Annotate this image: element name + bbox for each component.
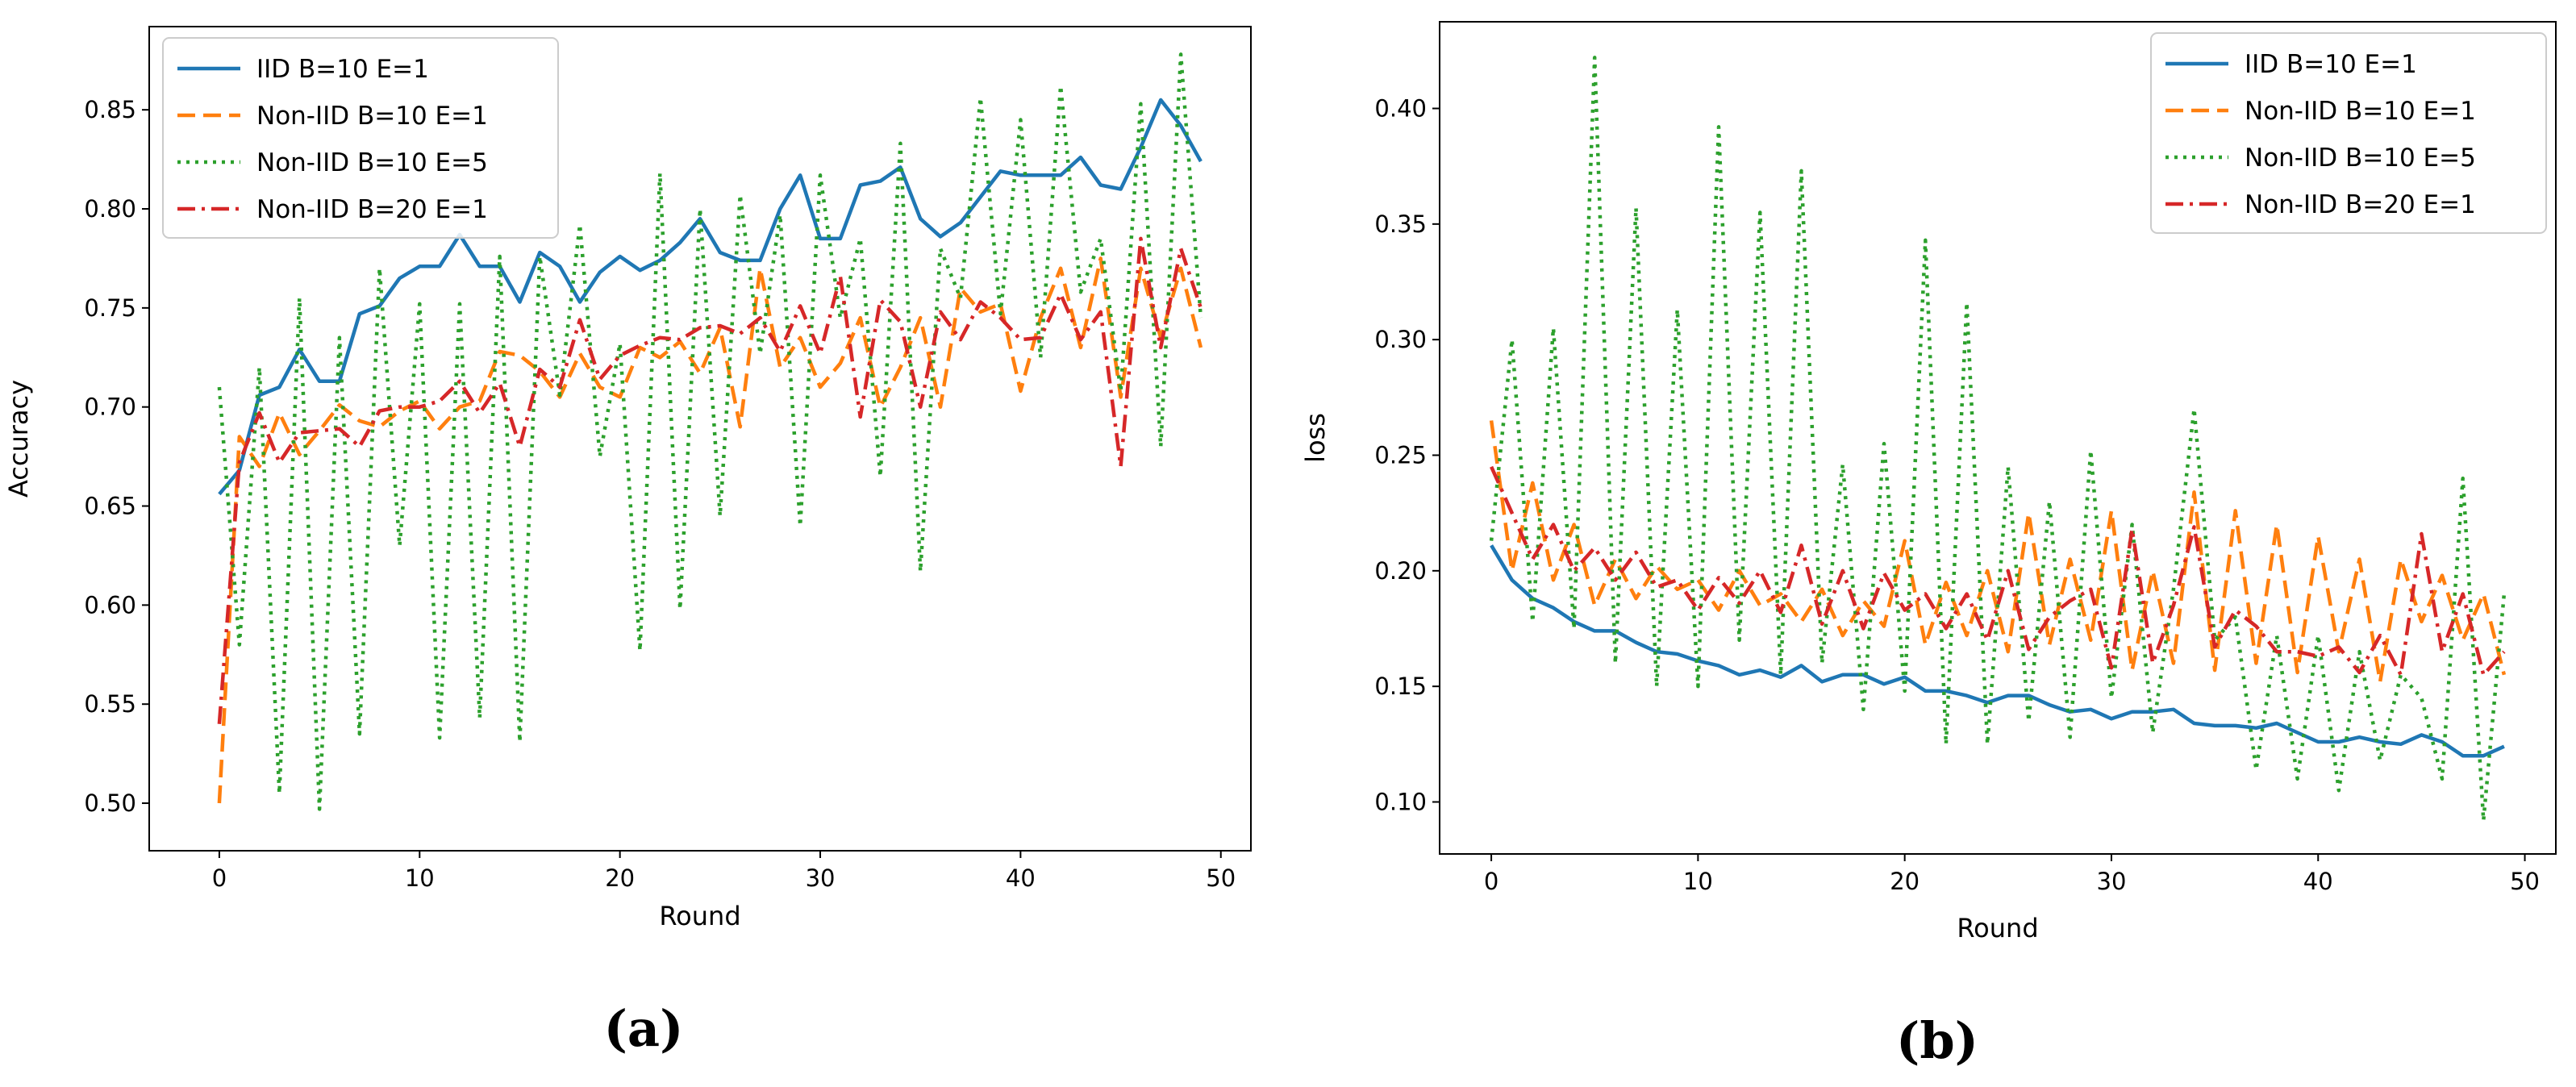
y-tick-label: 0.75 xyxy=(84,294,136,322)
legend-box xyxy=(162,37,559,239)
x-tick-label: 10 xyxy=(1683,868,1713,895)
x-tick-label: 50 xyxy=(1206,864,1236,892)
legend-entry: IID B=10 E=1 xyxy=(256,55,429,84)
legend-entry: Non-IID B=10 E=1 xyxy=(2245,97,2476,126)
series-group xyxy=(217,52,1203,811)
series-line xyxy=(1490,465,2506,677)
series-line xyxy=(217,256,1203,804)
series-line xyxy=(1489,56,2507,823)
loss-chart: 0 10 20 30 40 50 0.10 0.15 0.20 0.25 0.30 0.35 0.40 R… xyxy=(1300,21,2557,943)
x-tick-label: 50 xyxy=(2510,868,2540,895)
y-axis-label: Accuracy xyxy=(3,380,34,498)
y-tick-label: 0.65 xyxy=(84,493,136,520)
legend-entry: Non-IID B=10 E=1 xyxy=(256,102,488,131)
y-tick-label: 0.30 xyxy=(1374,326,1427,353)
x-tick-label: 10 xyxy=(405,864,435,892)
x-tick-label: 30 xyxy=(2097,868,2127,895)
legend-entry: Non-IID B=20 E=1 xyxy=(256,195,488,224)
y-tick-label: 0.80 xyxy=(84,195,136,223)
y-tick-label: 0.40 xyxy=(1374,95,1427,123)
x-tick-label: 40 xyxy=(2303,868,2333,895)
y-tick-label: 0.70 xyxy=(84,394,136,421)
caption-b: (b) xyxy=(1896,1011,1978,1070)
legend-entry: Non-IID B=20 E=1 xyxy=(2245,190,2476,219)
x-axis-label: Round xyxy=(659,901,740,931)
legend-entry: Non-IID B=10 E=5 xyxy=(2245,144,2476,173)
x-tick-label: 20 xyxy=(605,864,635,892)
series-group xyxy=(1489,56,2507,823)
series-line xyxy=(1490,544,2505,758)
legend-entry: IID B=10 E=1 xyxy=(2245,50,2417,79)
plot-frame xyxy=(148,26,1252,852)
legend: IID B=10 E=1 Non-IID B=10 E=1 Non-IID B=10… xyxy=(2150,32,2547,234)
series-line xyxy=(1489,420,2507,684)
y-tick-label: 0.10 xyxy=(1374,789,1427,816)
series-line xyxy=(217,52,1203,811)
y-tick-label: 0.35 xyxy=(1374,210,1427,238)
caption-a: (a) xyxy=(604,999,684,1058)
y-tick-label: 0.60 xyxy=(84,591,136,618)
series-line xyxy=(217,236,1203,724)
y-axis-label: loss xyxy=(1300,413,1331,463)
y-tick-label: 0.55 xyxy=(84,690,136,718)
plot-frame xyxy=(1439,21,2557,855)
x-tick-label: 0 xyxy=(1484,868,1498,895)
x-tick-label: 40 xyxy=(1006,864,1036,892)
x-tick-label: 20 xyxy=(1890,868,1919,895)
y-tick-label: 0.20 xyxy=(1374,557,1427,585)
y-tick-label: 0.25 xyxy=(1374,442,1427,469)
legend-entry: Non-IID B=10 E=5 xyxy=(256,148,488,177)
x-tick-label: 30 xyxy=(806,864,836,892)
x-axis-label: Round xyxy=(1957,913,2038,943)
legend-box xyxy=(2150,32,2547,234)
accuracy-chart: 0 10 20 30 40 50 0.50 0.55 0.60 0.65 0.70 0.75 0.80 0… xyxy=(3,26,1252,931)
y-tick-label: 0.50 xyxy=(84,789,136,817)
x-tick-label: 0 xyxy=(212,864,227,892)
y-tick-label: 0.85 xyxy=(84,96,136,123)
legend: IID B=10 E=1 Non-IID B=10 E=1 Non-IID B=10… xyxy=(162,37,559,239)
y-tick-label: 0.15 xyxy=(1374,673,1427,700)
